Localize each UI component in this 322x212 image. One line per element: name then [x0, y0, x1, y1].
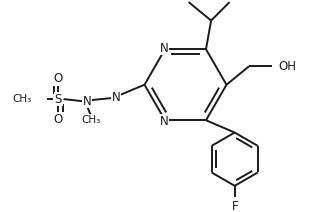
Text: O: O: [54, 72, 63, 85]
Text: CH₃: CH₃: [81, 114, 101, 125]
Text: N: N: [160, 115, 168, 128]
Text: CH₃: CH₃: [13, 94, 32, 104]
Text: O: O: [54, 113, 63, 126]
Text: N: N: [111, 91, 120, 103]
Text: OH: OH: [279, 60, 297, 73]
Text: F: F: [232, 200, 238, 212]
Text: N: N: [160, 42, 168, 55]
Text: N: N: [83, 95, 91, 108]
Text: S: S: [55, 93, 62, 106]
